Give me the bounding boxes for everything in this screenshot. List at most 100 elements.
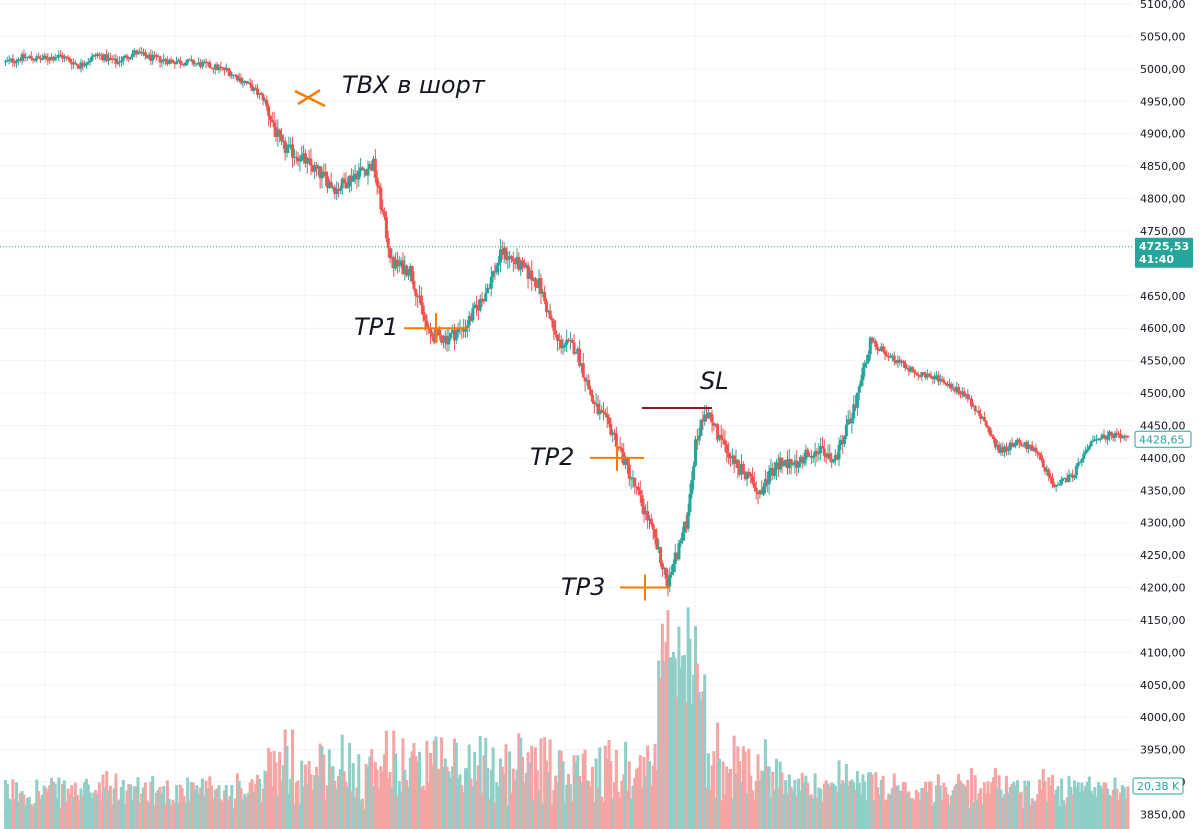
candle-body <box>590 394 594 402</box>
volume-bar <box>1016 780 1019 829</box>
volume-bar <box>780 772 784 829</box>
volume-bar <box>392 730 396 829</box>
volume-bar <box>1030 798 1034 829</box>
candle-body <box>712 422 716 426</box>
volume-bar <box>982 782 986 829</box>
candle-body <box>476 305 480 311</box>
candle-body <box>452 329 456 341</box>
candle-body <box>337 188 341 191</box>
candle-body <box>848 419 852 424</box>
volume-bar <box>671 651 675 829</box>
candle-body <box>802 459 806 464</box>
candle-body <box>250 84 254 91</box>
volume-bar <box>804 775 808 829</box>
candle-body <box>388 248 392 259</box>
candle-body <box>64 56 68 58</box>
candle-body <box>975 410 979 412</box>
volume-bar <box>798 790 802 829</box>
candle-body <box>471 308 475 321</box>
y-tick-label: 4400,00 <box>1140 452 1186 465</box>
candle-body <box>995 444 999 448</box>
volume-bar <box>997 775 1001 829</box>
volume-bar <box>88 792 92 829</box>
candle-body <box>395 259 399 267</box>
sl-label: SL <box>700 367 729 395</box>
candle-body <box>16 59 20 61</box>
volume-bar <box>118 799 122 829</box>
volume-bar <box>1100 788 1104 829</box>
candle-body <box>741 464 745 474</box>
candle-body <box>1091 440 1095 442</box>
volume-bar <box>132 786 136 829</box>
candle-body <box>1012 445 1016 447</box>
candle-body <box>13 62 17 64</box>
volume-bar <box>362 808 366 829</box>
candle-body <box>800 456 804 464</box>
volume-bar <box>616 791 620 829</box>
volume-bar <box>5 783 9 829</box>
volume-bar <box>787 774 791 829</box>
volume-bar <box>234 798 237 829</box>
candle-body <box>344 182 348 189</box>
candle-body <box>136 51 140 55</box>
candle-body <box>285 147 289 153</box>
tp2-label: TP2 <box>530 443 574 471</box>
volume-bar <box>305 784 309 829</box>
candle-body <box>145 55 149 59</box>
candle-body <box>1016 439 1019 443</box>
volume-bar <box>914 789 918 829</box>
candle-body <box>292 157 296 159</box>
last-price-label: 4428,65 <box>1139 433 1185 446</box>
candle-body <box>46 57 50 60</box>
volume-bar <box>129 784 133 829</box>
y-tick-label: 4350,00 <box>1140 484 1186 497</box>
volume-bar <box>889 794 893 829</box>
candle-body <box>169 59 173 61</box>
volume-bar <box>868 772 872 829</box>
candle-body <box>1065 477 1069 483</box>
volume-bar <box>506 805 510 829</box>
volume-bar <box>464 768 467 829</box>
volume-bar <box>640 787 644 829</box>
volume-bar <box>670 657 674 829</box>
candle-body <box>870 337 874 342</box>
candle-body <box>217 66 221 70</box>
volume-bar <box>281 765 285 829</box>
candle-body <box>717 434 721 440</box>
candle-body <box>51 56 55 61</box>
volume-bar <box>559 750 563 829</box>
candle-body <box>160 60 164 63</box>
candle-body <box>613 432 617 434</box>
candle-body <box>316 166 320 169</box>
volume-bar <box>876 787 880 829</box>
volume-bar <box>751 790 755 829</box>
candle-body <box>942 380 946 383</box>
price-axis[interactable]: 5100,00 5050,00 5000,00 4950,00 4900,00 4850,… <box>1140 0 1186 822</box>
y-tick-label: 4600,00 <box>1140 322 1186 335</box>
candle-body <box>394 259 398 269</box>
volume-bar <box>557 750 561 829</box>
volume-bar <box>322 754 326 829</box>
candle-body <box>484 293 488 302</box>
volume-bar <box>171 799 175 829</box>
candle-body <box>42 55 46 60</box>
candle-body <box>48 59 52 61</box>
candle-body <box>125 55 129 59</box>
candle-body <box>362 169 366 171</box>
candle-body <box>300 155 304 161</box>
candle-body <box>158 56 162 63</box>
candle-body <box>958 393 962 395</box>
volume-bar <box>1073 780 1077 829</box>
volume-bar <box>690 703 694 829</box>
candle-body <box>379 187 383 210</box>
volume-bar <box>276 795 280 829</box>
volume-bar <box>870 774 874 829</box>
volume-bar <box>946 794 950 829</box>
candle-body <box>443 335 447 342</box>
volume-bar <box>749 775 753 829</box>
candle-body <box>774 462 778 470</box>
candle-body <box>817 453 821 455</box>
volume-bar <box>1115 788 1119 829</box>
candle-body <box>421 305 425 316</box>
candle-body <box>475 304 479 306</box>
